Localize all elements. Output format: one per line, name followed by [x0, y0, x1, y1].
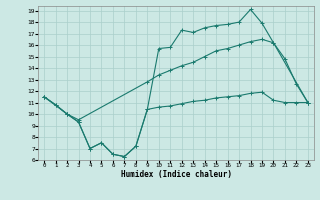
X-axis label: Humidex (Indice chaleur): Humidex (Indice chaleur) — [121, 170, 231, 179]
